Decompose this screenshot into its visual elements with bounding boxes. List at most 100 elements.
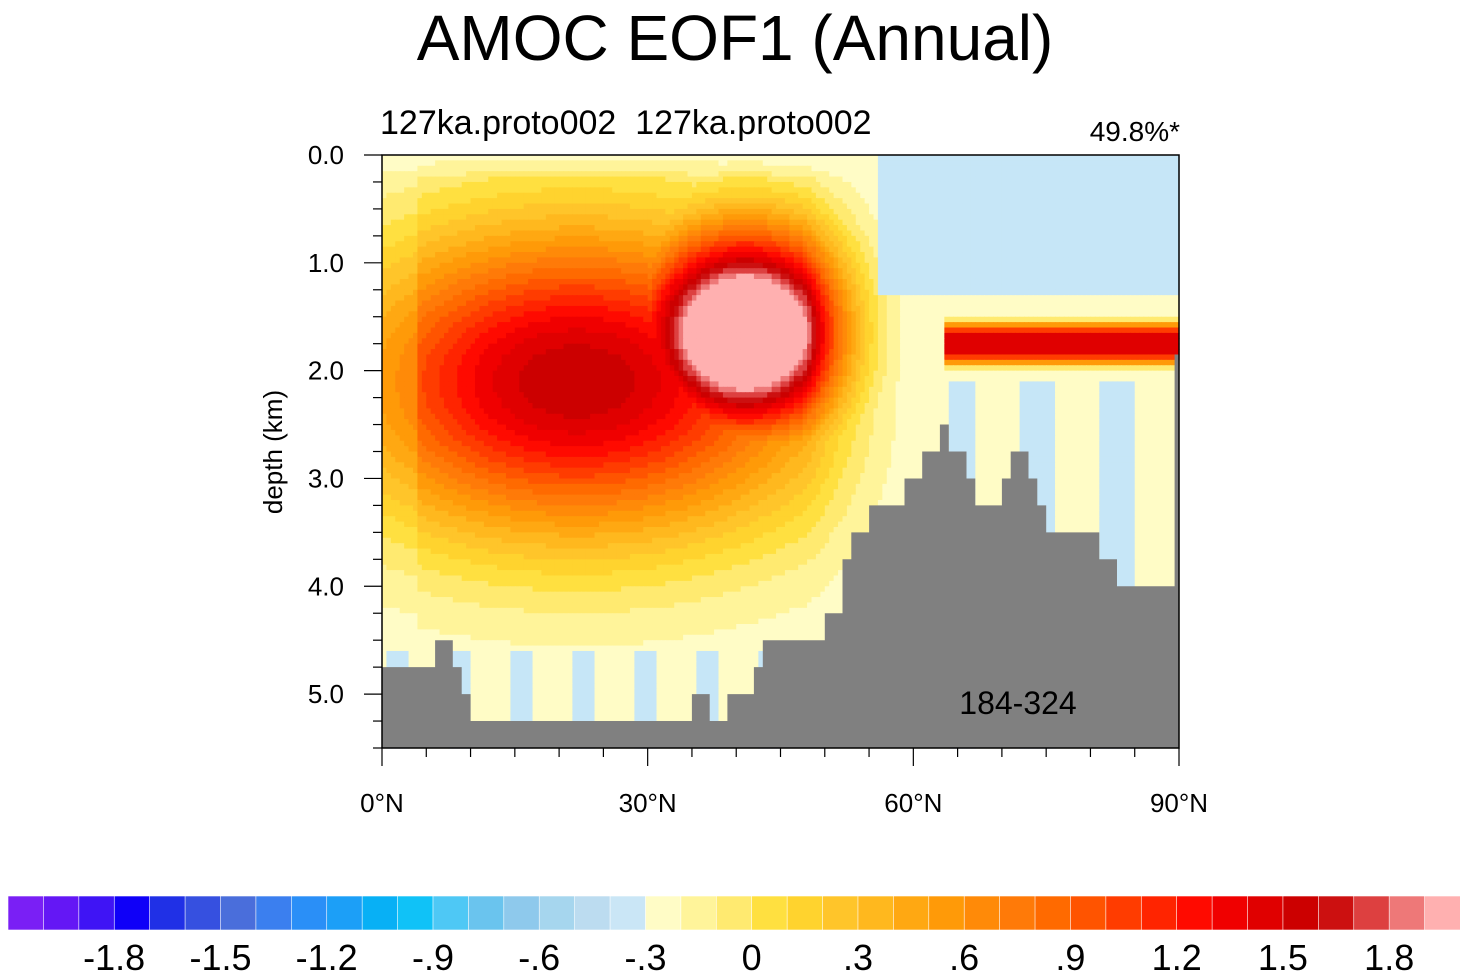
field-cell xyxy=(855,235,861,242)
field-cell xyxy=(926,176,932,183)
field-cell xyxy=(895,257,901,264)
field-cell xyxy=(660,181,666,188)
field-cell xyxy=(802,284,808,291)
field-cell xyxy=(824,295,830,302)
field-cell xyxy=(616,192,622,199)
field-cell xyxy=(660,219,666,226)
field-cell xyxy=(700,192,706,199)
field-cell xyxy=(1015,176,1021,183)
field-cell xyxy=(443,295,450,302)
field-cell xyxy=(1015,278,1021,285)
field-cell xyxy=(1170,181,1176,188)
field-cell xyxy=(1032,262,1038,269)
field-cell xyxy=(696,208,702,215)
field-cell xyxy=(736,289,742,296)
field-cell xyxy=(479,219,485,226)
field-cell xyxy=(647,203,653,210)
field-cell xyxy=(953,198,959,205)
field-cell xyxy=(1077,230,1083,237)
field-cell xyxy=(926,246,932,253)
field-cell xyxy=(731,284,737,291)
field-cell xyxy=(762,203,768,210)
field-cell xyxy=(877,246,883,253)
field-cell xyxy=(1121,165,1127,172)
field-cell xyxy=(466,225,472,232)
field-cell xyxy=(1143,187,1149,194)
field-cell xyxy=(833,225,839,232)
field-cell xyxy=(501,273,507,280)
chart-subtitle-right: 49.8%* xyxy=(1090,116,1180,147)
field-cell xyxy=(948,262,954,269)
field-cell xyxy=(736,252,742,259)
field-cell xyxy=(877,187,883,194)
field-cell xyxy=(939,246,945,253)
field-cell xyxy=(1077,208,1083,215)
field-cell xyxy=(979,257,985,264)
field-cell xyxy=(807,278,813,285)
field-cell xyxy=(479,300,485,307)
field-cell xyxy=(474,295,481,302)
field-cell xyxy=(829,203,835,210)
field-cell xyxy=(404,219,410,226)
field-cell xyxy=(957,295,963,302)
field-cell xyxy=(395,160,401,167)
field-cell xyxy=(395,262,401,269)
field-cell xyxy=(824,257,830,264)
field-cell xyxy=(913,187,919,194)
field-cell xyxy=(1063,289,1069,296)
field-cell xyxy=(709,181,715,188)
field-cell xyxy=(457,225,463,232)
field-cell xyxy=(470,235,476,242)
field-cell xyxy=(1121,187,1127,194)
field-cell xyxy=(1174,252,1180,259)
field-cell xyxy=(550,198,556,205)
field-cell xyxy=(505,214,512,221)
field-cell xyxy=(1156,268,1162,275)
field-cell xyxy=(528,155,534,161)
field-cell xyxy=(559,246,565,253)
field-cell xyxy=(470,273,476,280)
field-cell xyxy=(550,187,556,194)
field-cell xyxy=(1001,187,1007,194)
field-cell xyxy=(824,176,830,183)
field-cell xyxy=(957,241,963,248)
field-cell xyxy=(749,241,755,248)
field-cell xyxy=(931,289,937,296)
field-cell xyxy=(598,160,604,167)
field-cell xyxy=(1024,230,1030,237)
field-cell xyxy=(824,192,830,199)
field-cell xyxy=(931,187,937,194)
field-cell xyxy=(1152,198,1158,205)
field-cell xyxy=(1015,252,1021,259)
field-cell xyxy=(815,246,821,253)
field-cell xyxy=(1170,192,1176,199)
field-cell xyxy=(1072,235,1078,242)
field-cell xyxy=(412,262,419,269)
field-cell xyxy=(1032,160,1038,167)
field-cell xyxy=(833,171,839,178)
field-cell xyxy=(616,176,622,183)
field-cell xyxy=(851,278,857,285)
field-cell xyxy=(683,295,689,302)
field-cell xyxy=(1108,252,1114,259)
field-cell xyxy=(1165,235,1171,242)
field-cell xyxy=(382,262,388,269)
field-cell xyxy=(900,165,906,172)
field-cell xyxy=(908,230,914,237)
field-cell xyxy=(528,289,534,296)
field-cell xyxy=(1068,262,1074,269)
field-cell xyxy=(771,203,777,210)
field-cell xyxy=(815,165,821,172)
field-cell xyxy=(988,295,994,302)
field-cell xyxy=(430,171,436,178)
field-cell xyxy=(1068,176,1074,183)
field-cell xyxy=(1055,171,1061,178)
field-cell xyxy=(829,214,835,221)
field-cell xyxy=(975,257,981,264)
field-cell xyxy=(505,273,512,280)
field-cell xyxy=(647,160,653,167)
field-cell xyxy=(519,246,525,253)
field-cell xyxy=(736,268,742,275)
field-cell xyxy=(417,278,423,285)
field-cell xyxy=(497,257,503,264)
